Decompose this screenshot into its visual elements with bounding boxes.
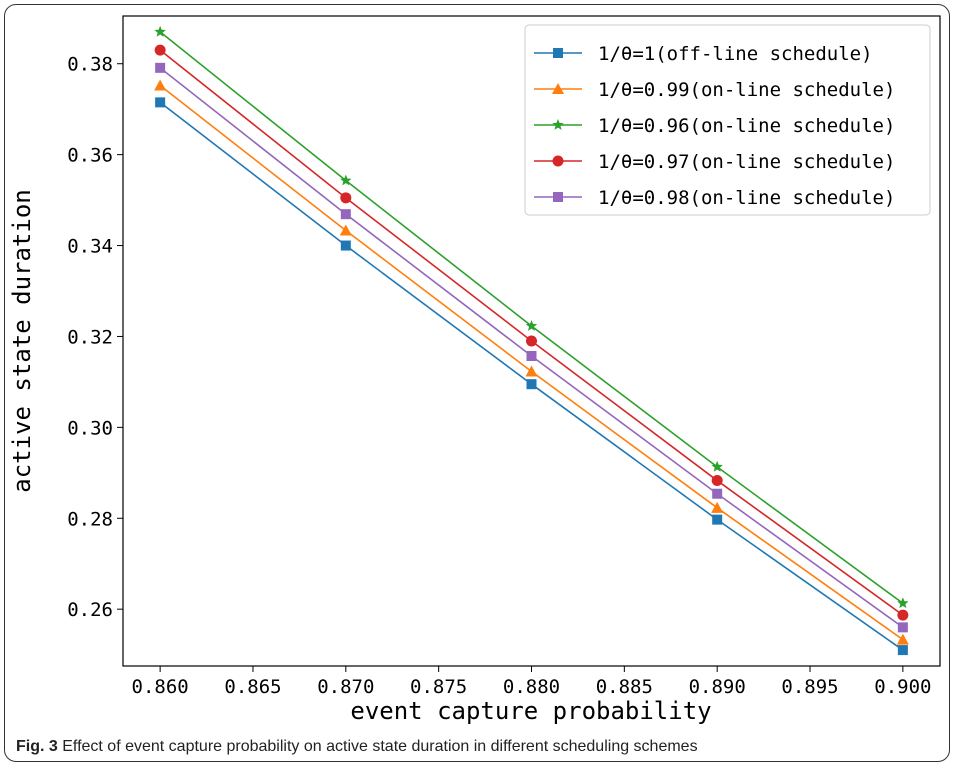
data-point (155, 97, 166, 108)
series-3 (154, 44, 909, 621)
data-point (340, 209, 351, 220)
data-point (525, 365, 538, 377)
figure-caption: Fig. 3 Effect of event capture probabili… (16, 738, 698, 756)
y-axis-ticks: 0.26 0.28 0.30 0.32 0.34 0.36 0.38 (67, 54, 123, 621)
legend-marker (552, 155, 564, 167)
data-point (155, 62, 166, 73)
y-tick-label: 0.36 (67, 145, 113, 167)
y-tick-label: 0.38 (67, 54, 113, 76)
legend-label: 1/θ=0.99(on-line schedule) (598, 79, 895, 101)
data-point (526, 379, 537, 390)
data-point (154, 25, 166, 37)
line-chart: 0.860 0.865 0.870 0.875 0.880 0.885 0.890 0.895… (8, 15, 941, 725)
legend-marker (553, 192, 563, 202)
data-point (340, 240, 351, 251)
legend-marker (552, 83, 564, 94)
x-axis-ticks: 0.860 0.865 0.870 0.875 0.880 0.885 0.890 0.895… (132, 666, 931, 698)
figure-frame (4, 4, 950, 762)
legend-entry-4: 1/θ=0.98(on-line schedule) (534, 187, 895, 209)
legend-label: 1/θ=0.97(on-line schedule) (598, 151, 895, 173)
data-point (897, 609, 909, 621)
series-1 (154, 79, 909, 645)
legend-entry-3: 1/θ=0.97(on-line schedule) (534, 151, 895, 173)
data-point (340, 192, 352, 204)
series-layer (154, 25, 909, 656)
data-point (526, 351, 537, 361)
y-tick-label: 0.34 (67, 236, 113, 258)
x-tick-label: 0.900 (874, 676, 931, 698)
y-tick-label: 0.28 (67, 508, 113, 530)
x-tick-label: 0.880 (503, 676, 560, 698)
x-tick-label: 0.865 (224, 676, 281, 698)
data-point (154, 44, 166, 56)
y-tick-label: 0.32 (67, 326, 113, 348)
legend-box (524, 24, 931, 216)
data-point (525, 320, 538, 331)
y-tick-label: 0.26 (67, 599, 113, 621)
caption-label: Fig. 3 (16, 738, 58, 755)
x-tick-label: 0.890 (689, 676, 746, 698)
x-tick-label: 0.875 (410, 676, 467, 698)
data-point (340, 174, 352, 186)
data-point (711, 475, 723, 487)
data-point (897, 622, 908, 633)
series-0 (155, 97, 908, 656)
data-point (526, 335, 537, 347)
legend-entry-1: 1/θ=0.99(on-line schedule) (534, 79, 895, 101)
x-tick-label: 0.885 (596, 676, 653, 698)
y-axis-label: active state duration (8, 189, 36, 492)
x-axis-label: event capture probability (350, 697, 711, 725)
series-4 (155, 62, 908, 633)
legend: 1/θ=1(off-line schedule) 1/θ=0.99(on-line… (524, 24, 931, 216)
legend-marker (552, 119, 564, 130)
legend-marker (553, 48, 563, 58)
y-tick-label: 0.30 (67, 417, 113, 439)
data-point (897, 645, 908, 656)
data-point (154, 79, 167, 91)
x-tick-label: 0.860 (132, 676, 189, 698)
data-point (339, 224, 352, 236)
caption-text: Effect of event capture probability on a… (62, 738, 698, 755)
data-point (896, 633, 909, 645)
legend-entry-2: 1/θ=0.96(on-line schedule) (534, 115, 895, 137)
data-point (712, 488, 723, 499)
legend-label: 1/θ=0.96(on-line schedule) (598, 115, 895, 137)
data-point (711, 501, 724, 513)
data-point (897, 597, 909, 609)
data-point (711, 460, 723, 472)
x-tick-label: 0.895 (781, 676, 838, 698)
legend-label: 1/θ=1(off-line schedule) (598, 43, 873, 65)
legend-label: 1/θ=0.98(on-line schedule) (598, 187, 895, 209)
data-point (712, 514, 723, 525)
series-2 (154, 25, 909, 609)
x-tick-label: 0.870 (317, 676, 374, 698)
legend-entry-0: 1/θ=1(off-line schedule) (534, 43, 873, 65)
